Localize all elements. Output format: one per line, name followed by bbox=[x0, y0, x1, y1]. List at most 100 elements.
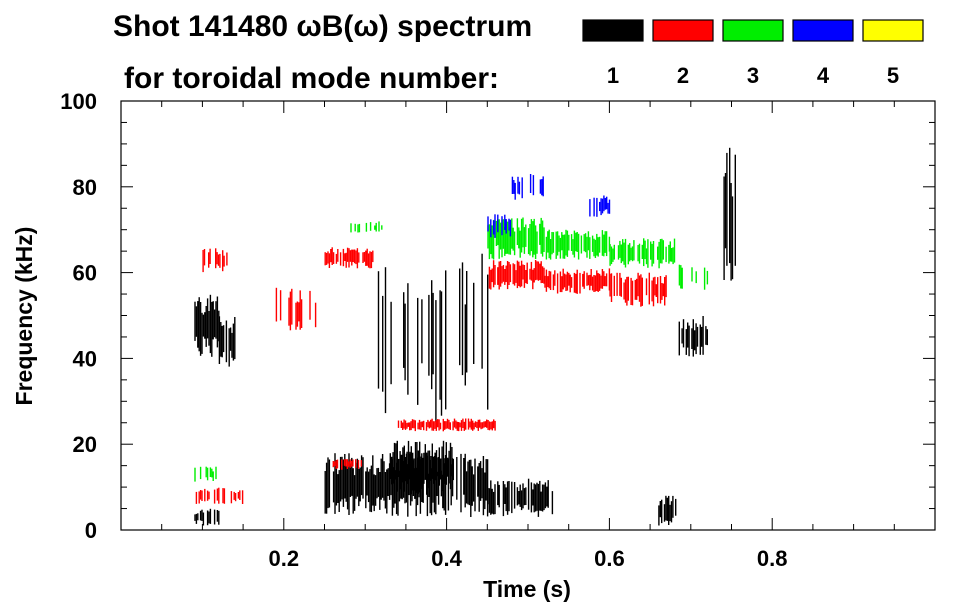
spectral-stroke bbox=[218, 510, 220, 525]
spectral-stroke bbox=[471, 466, 473, 506]
spectral-stroke bbox=[669, 241, 671, 262]
spectral-stroke bbox=[420, 421, 422, 430]
spectral-stroke bbox=[226, 252, 228, 266]
spectral-stroke bbox=[548, 270, 550, 289]
spectral-stroke bbox=[730, 183, 732, 281]
spectral-stroke bbox=[299, 290, 301, 330]
spectral-stroke bbox=[378, 221, 380, 232]
spectral-stroke bbox=[566, 230, 569, 257]
spectral-stroke bbox=[435, 450, 438, 485]
spectral-stroke bbox=[456, 421, 458, 431]
spectral-stroke bbox=[665, 275, 667, 298]
spectral-stroke bbox=[617, 245, 620, 260]
spectral-stroke bbox=[504, 214, 506, 230]
spectral-stroke bbox=[637, 245, 639, 262]
spectral-stroke bbox=[327, 457, 329, 509]
x-tick-label: 0.2 bbox=[269, 546, 300, 571]
spectral-stroke bbox=[540, 217, 542, 254]
spectral-stroke bbox=[384, 267, 387, 414]
spectral-stroke bbox=[492, 260, 495, 288]
spectral-stroke bbox=[354, 223, 356, 232]
spectral-stroke bbox=[445, 421, 447, 429]
spectral-stroke bbox=[513, 482, 516, 509]
spectral-stroke bbox=[407, 464, 409, 517]
spectral-stroke bbox=[591, 235, 594, 252]
spectral-stroke bbox=[481, 422, 484, 429]
spectral-stroke bbox=[491, 421, 493, 431]
spectral-stroke bbox=[591, 276, 594, 291]
spectral-stroke bbox=[604, 276, 606, 287]
spectral-stroke bbox=[431, 443, 433, 479]
spectral-stroke bbox=[605, 273, 608, 287]
spectral-stroke bbox=[694, 330, 696, 351]
mode-4-region-0 bbox=[511, 174, 544, 200]
spectral-stroke bbox=[468, 459, 471, 506]
spectral-stroke bbox=[462, 418, 464, 428]
spectral-stroke bbox=[598, 236, 601, 253]
spectral-stroke bbox=[352, 249, 354, 262]
spectral-stroke bbox=[497, 267, 499, 285]
spectral-stroke bbox=[519, 230, 521, 258]
spectral-stroke bbox=[516, 260, 519, 289]
spectral-stroke bbox=[608, 199, 611, 214]
spectral-stroke bbox=[402, 447, 404, 483]
legend-label-1: 1 bbox=[607, 63, 619, 88]
spectral-stroke bbox=[509, 219, 512, 237]
spectral-stroke bbox=[445, 270, 447, 410]
spectral-stroke bbox=[675, 498, 677, 516]
spectral-stroke bbox=[421, 299, 423, 364]
spectral-stroke bbox=[652, 241, 655, 264]
spectral-stroke bbox=[658, 505, 660, 526]
spectral-stroke bbox=[525, 270, 527, 284]
spectral-stroke bbox=[201, 312, 203, 354]
spectral-stroke bbox=[516, 218, 519, 245]
spectral-stroke bbox=[691, 267, 693, 282]
spectral-stroke bbox=[491, 225, 493, 259]
spectral-stroke bbox=[613, 275, 615, 296]
spectral-stroke bbox=[513, 231, 516, 256]
spectral-stroke bbox=[429, 459, 431, 514]
spectral-stroke bbox=[543, 267, 545, 284]
spectral-stroke bbox=[222, 488, 224, 504]
spectral-stroke bbox=[488, 488, 491, 513]
spectral-stroke bbox=[342, 248, 345, 267]
spectral-stroke bbox=[194, 301, 196, 341]
spectral-stroke bbox=[438, 447, 440, 486]
spectral-stroke bbox=[463, 421, 465, 431]
spectral-stroke bbox=[356, 248, 359, 269]
spectral-stroke bbox=[219, 253, 221, 268]
spectral-stroke bbox=[492, 220, 495, 235]
spectral-stroke bbox=[596, 197, 598, 217]
spectral-stroke bbox=[599, 201, 601, 212]
spectral-stroke bbox=[583, 234, 585, 252]
spectral-stroke bbox=[213, 509, 216, 525]
spectral-stroke bbox=[295, 302, 297, 330]
spectral-stroke bbox=[359, 467, 361, 502]
spectral-stroke bbox=[407, 422, 409, 427]
legend-label-4: 4 bbox=[817, 63, 830, 88]
mode-3-region-0 bbox=[487, 217, 545, 260]
spectral-stroke bbox=[541, 266, 544, 283]
spectral-stroke bbox=[389, 453, 391, 479]
spectral-stroke bbox=[504, 484, 506, 504]
spectral-stroke bbox=[695, 271, 697, 284]
spectral-stroke bbox=[476, 421, 478, 429]
spectral-stroke bbox=[453, 418, 456, 428]
spectral-stroke bbox=[534, 225, 537, 259]
spectral-stroke bbox=[547, 276, 549, 288]
mode-4-region-1 bbox=[589, 195, 611, 217]
spectral-stroke bbox=[630, 277, 632, 305]
spectral-stroke bbox=[288, 297, 290, 326]
spectral-stroke bbox=[410, 421, 412, 431]
spectral-stroke bbox=[452, 421, 454, 431]
spectral-stroke bbox=[440, 458, 442, 480]
spectral-stroke bbox=[620, 277, 622, 297]
spectral-stroke bbox=[522, 217, 524, 248]
mode-4-region-2 bbox=[487, 214, 512, 238]
spectral-stroke bbox=[328, 459, 331, 508]
spectral-stroke bbox=[353, 475, 356, 511]
spectral-stroke bbox=[406, 422, 408, 429]
legend-swatch-5 bbox=[862, 19, 924, 42]
mode-2-region-6 bbox=[195, 487, 244, 504]
spectral-stroke bbox=[365, 250, 367, 266]
